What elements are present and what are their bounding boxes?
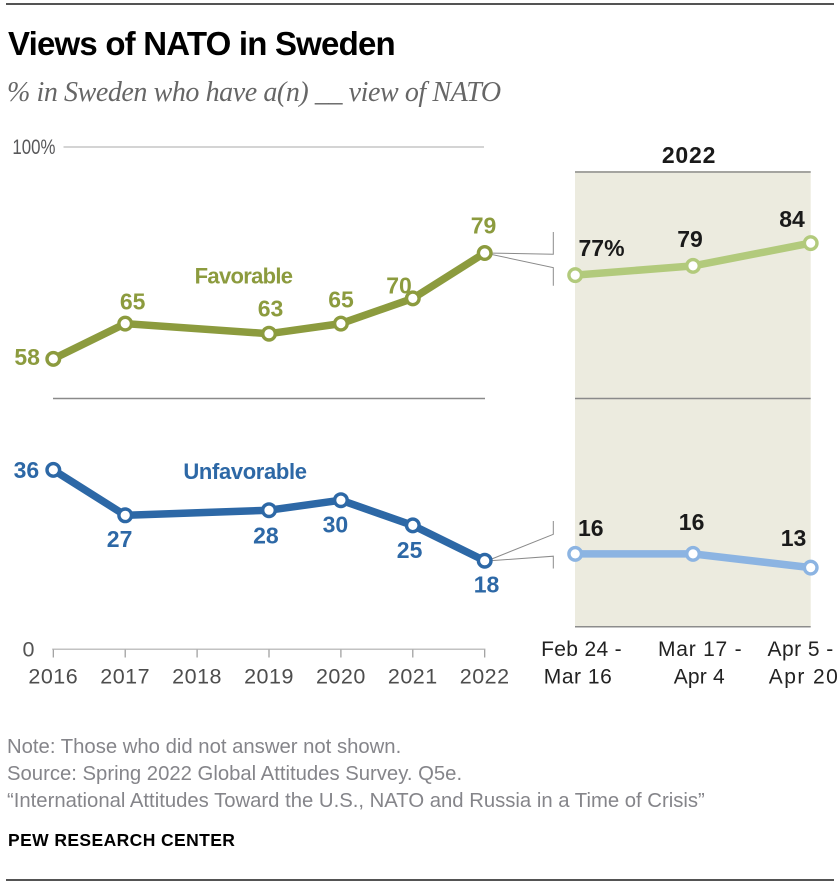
svg-text:Apr 4: Apr 4 <box>674 666 725 689</box>
svg-text:79: 79 <box>471 213 497 239</box>
svg-text:16: 16 <box>679 509 705 535</box>
svg-text:Mar 17 -: Mar 17 - <box>658 638 742 661</box>
svg-text:2016: 2016 <box>28 665 78 689</box>
svg-text:Apr 20: Apr 20 <box>769 666 838 689</box>
svg-text:13: 13 <box>781 525 807 551</box>
svg-text:100%: 100% <box>12 135 55 159</box>
svg-text:Favorable: Favorable <box>195 264 293 289</box>
svg-text:2022: 2022 <box>460 665 510 689</box>
svg-text:2017: 2017 <box>100 665 150 689</box>
svg-text:28: 28 <box>253 522 279 548</box>
svg-text:Feb 24 -: Feb 24 - <box>541 638 622 661</box>
svg-text:18: 18 <box>474 571 500 597</box>
svg-text:63: 63 <box>258 296 284 322</box>
svg-text:30: 30 <box>323 512 349 538</box>
svg-text:0: 0 <box>23 638 35 662</box>
svg-text:2022: 2022 <box>662 142 716 168</box>
svg-text:65: 65 <box>328 287 354 313</box>
svg-text:2020: 2020 <box>316 665 366 689</box>
svg-text:79: 79 <box>677 226 703 252</box>
svg-text:36: 36 <box>14 457 40 483</box>
svg-text:2018: 2018 <box>172 665 222 689</box>
svg-text:65: 65 <box>120 289 146 315</box>
svg-text:Unfavorable: Unfavorable <box>183 459 306 484</box>
svg-text:2019: 2019 <box>244 665 294 689</box>
svg-text:2021: 2021 <box>388 665 438 689</box>
svg-text:58: 58 <box>14 344 40 370</box>
svg-text:70: 70 <box>386 273 412 299</box>
svg-text:27: 27 <box>107 526 133 552</box>
svg-text:77%: 77% <box>579 235 625 261</box>
svg-text:Mar 16: Mar 16 <box>544 666 612 689</box>
svg-text:25: 25 <box>397 537 423 563</box>
svg-text:84: 84 <box>779 206 805 232</box>
svg-text:16: 16 <box>578 515 604 541</box>
svg-text:Apr 5 -: Apr 5 - <box>768 638 834 661</box>
